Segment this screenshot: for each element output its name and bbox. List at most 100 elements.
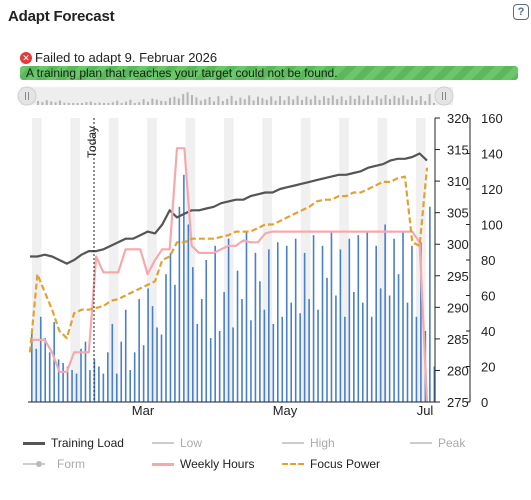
navigator-handle-right[interactable] [434, 86, 454, 106]
training-bar [48, 352, 51, 402]
training-bar [39, 316, 42, 402]
navigator-bar [89, 101, 92, 105]
navigator-bar [331, 95, 334, 105]
training-bar [353, 291, 355, 402]
training-bar [196, 323, 199, 402]
navigator-mini-bars [37, 92, 435, 105]
right-axis-tick-label: 285 [447, 332, 469, 347]
legend-low[interactable]: Low [152, 436, 202, 450]
navigator-bar [362, 99, 365, 105]
navigator-bar [111, 102, 114, 105]
training-bar [294, 238, 297, 402]
training-bar [89, 370, 91, 402]
right-axis-tick-label: 290 [447, 300, 469, 315]
week-stripe [377, 118, 388, 402]
training-bar [147, 288, 149, 402]
training-bar [326, 277, 328, 402]
training-bar [290, 302, 293, 402]
training-bar [276, 242, 279, 402]
training-bar [402, 231, 404, 402]
training-bar [93, 359, 96, 402]
training-bar [62, 362, 64, 402]
training-bar [129, 370, 131, 402]
navigator-bar [340, 96, 343, 105]
navigator-bar [204, 99, 207, 105]
training-bar [133, 352, 136, 402]
left-axis-tick-label: 40 [481, 324, 495, 339]
range-navigator[interactable] [17, 84, 457, 108]
left-axis-tick-label: 120 [481, 182, 503, 197]
legend-form[interactable]: Form [23, 457, 85, 471]
training-bar [124, 309, 127, 402]
x-tick-label: Jul [417, 403, 434, 418]
navigator-bar [177, 98, 180, 105]
right-axis-tick-label: 295 [447, 269, 469, 284]
navigator-bar [116, 100, 119, 105]
navigator-bar [265, 99, 268, 105]
navigator-bar [389, 99, 391, 105]
left-axis-tick-label: 140 [481, 147, 503, 162]
navigator-bar [54, 102, 57, 105]
navigator-bar [217, 96, 220, 105]
navigator-bar [283, 100, 286, 105]
legend-peak[interactable]: Peak [410, 436, 465, 450]
navigator-bar [221, 101, 224, 105]
navigator-bar [164, 101, 167, 105]
training-bar [406, 302, 409, 402]
navigator-bar [402, 95, 405, 105]
training-bar [178, 206, 181, 402]
training-bar [335, 295, 337, 402]
navigator-bar [292, 99, 295, 105]
training-bar [192, 267, 194, 402]
training-bar [236, 270, 239, 402]
left-axis-tick-label: 160 [481, 111, 503, 126]
navigator-bar [415, 100, 418, 105]
training-bar [218, 331, 221, 402]
training-bar [227, 238, 230, 402]
navigator-bar [208, 97, 211, 105]
navigator-bar [367, 95, 369, 105]
training-bar [142, 345, 145, 402]
legend-focus-power[interactable]: Focus Power [282, 457, 380, 471]
navigator-bar [138, 102, 141, 105]
navigator-bar [94, 103, 97, 105]
navigator-bar [397, 97, 400, 105]
navigator-bar [380, 98, 383, 105]
training-bar [348, 238, 351, 402]
training-bar [268, 249, 270, 402]
chart-legend: Training Load Low High Peak Form Weekly … [0, 430, 531, 480]
focus-power-line [28, 167, 429, 353]
navigator-handle-left[interactable] [17, 86, 37, 106]
training-bar [209, 338, 212, 402]
help-icon[interactable]: ? [513, 4, 529, 20]
legend-high[interactable]: High [282, 436, 335, 450]
training-bar [71, 370, 73, 402]
left-axis-ticks: 0 20 40 60 80 100 120 140 160 [466, 111, 503, 410]
training-bar [151, 306, 154, 402]
training-bar [75, 373, 78, 402]
training-bar [245, 231, 248, 402]
navigator-bar [406, 99, 409, 105]
week-stripe [300, 118, 311, 402]
navigator-bar [419, 96, 422, 105]
navigator-bar [186, 92, 189, 105]
training-bar [223, 291, 225, 402]
navigator-bar [424, 101, 427, 105]
training-bar [138, 299, 140, 402]
left-axis-tick-label: 60 [481, 289, 495, 304]
training-bar [330, 231, 333, 402]
navigator-bar [261, 98, 264, 105]
navigator-bar [107, 103, 110, 105]
training-bar [111, 323, 114, 402]
navigator-bar [243, 99, 246, 105]
training-bar [263, 309, 266, 402]
navigator-bar [257, 96, 259, 105]
training-bar [53, 322, 55, 402]
navigator-bar [81, 103, 83, 105]
training-bar [388, 295, 391, 402]
navigator-bar [309, 99, 312, 105]
legend-weekly-hours[interactable]: Weekly Hours [152, 457, 254, 471]
training-bar [366, 231, 369, 402]
legend-training-load[interactable]: Training Load [23, 436, 124, 450]
form-dot-icon [36, 461, 42, 467]
